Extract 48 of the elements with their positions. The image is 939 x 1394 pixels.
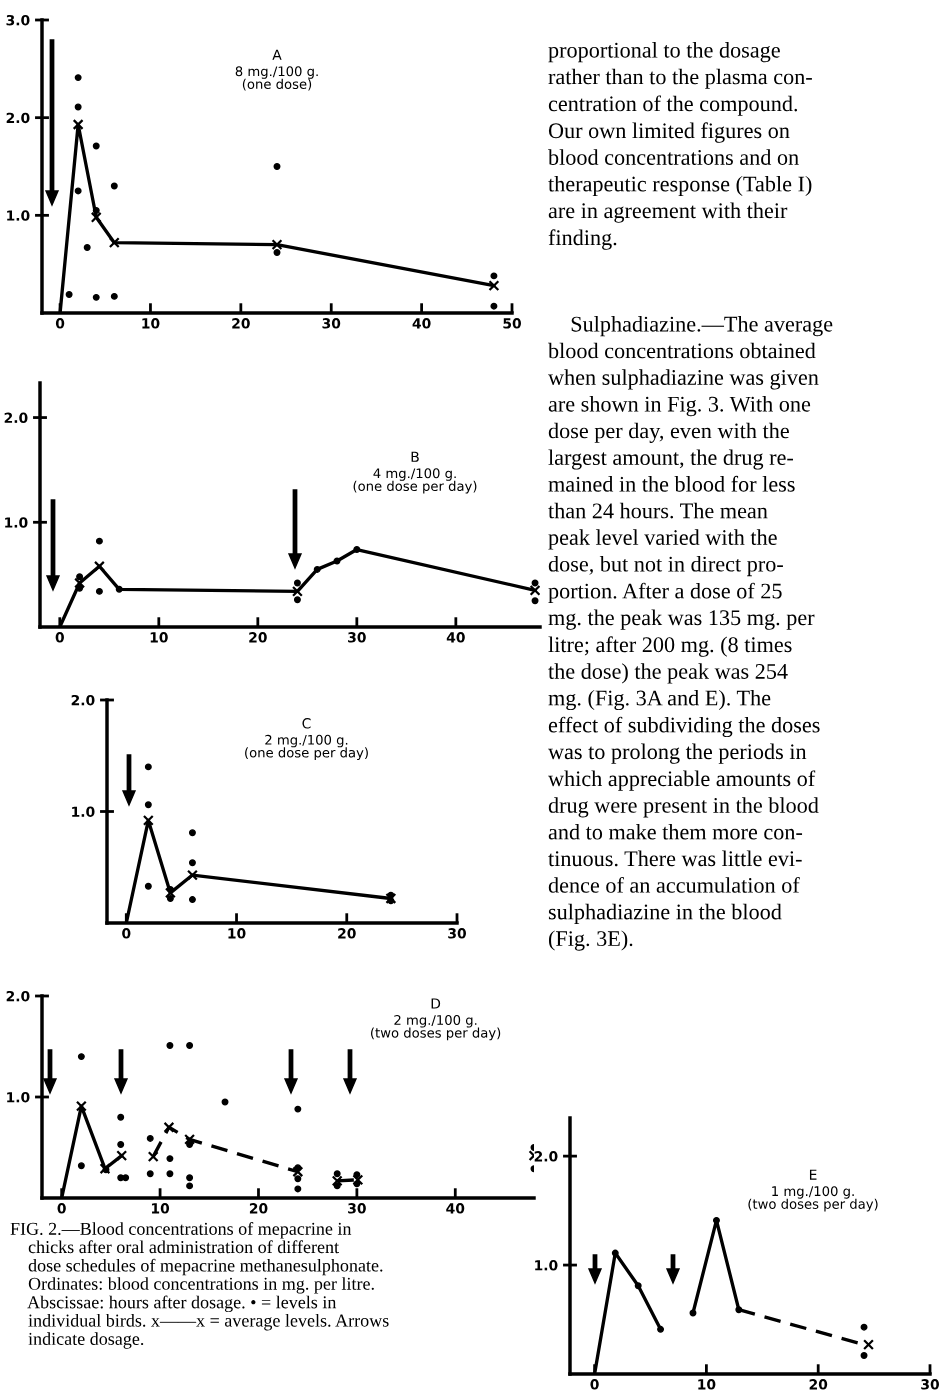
y-tick-label: 2.0	[6, 990, 30, 1002]
x-tick-label: 0	[57, 1203, 66, 1214]
y-tick-label: 2.0	[6, 112, 30, 124]
y-tick-label: 1.0	[72, 806, 95, 817]
x-tick-label: 40	[446, 632, 465, 643]
text: 1 mg./100 g. (two doses per day)	[748, 1186, 878, 1212]
text: Sulphadiazine.—The average blood concentrations obtained when sulphadiazine was given are shown in Fig. 3. With one dose per day, even with the largest amount, the drug re- mained in the blood for less than 24 hours. The mean peak level varied with the dose, but not in direct pro- portion. After a dose of 25 mg. the peak was 135 mg. per litre; after 200 mg. (8 times the dose) the peak was 254 mg. (Fig. 3A and E). The effect of subdividing the doses was to prolong the periods in which appreciable amounts of drug were present in the blood and to make them more con- tinuous. There was little evi- dence of an accumulation of sulphadiazine in the blood (Fig. 3E).	[548, 316, 833, 951]
x-tick-label: 0	[590, 1379, 599, 1390]
x-tick-label: 10	[698, 1379, 716, 1390]
text: 2 mg./100 g. (one dose per day)	[245, 734, 368, 761]
text: B	[411, 451, 419, 462]
text: C	[302, 718, 311, 729]
text: A	[272, 49, 282, 60]
x-tick-label: 10	[228, 928, 246, 939]
text: 4 mg./100 g. (one dose per day)	[353, 468, 477, 494]
caption: FIG. 2.—Blood concentrations of mepacrine in chicks after oral administration of different dose schedules of mepacrine methanesulphonate. Ordinates: blood concentrations in mg. per litre. Abscissae: hours after dosage. • = levels in individual birds. x——x = average levels. Arrows indicate dosage.	[10, 1222, 389, 1349]
x-tick-label: 10	[151, 1203, 170, 1214]
chart-title: D	[431, 998, 441, 1009]
x-tick-label: 20	[232, 318, 250, 329]
y-tick-label: 1.0	[535, 1260, 558, 1271]
x-tick-label: 40	[412, 318, 431, 329]
y-tick-label: 2.0	[4, 412, 28, 424]
x-tick-label: 30	[348, 632, 366, 643]
y-tick-label: 1.0	[7, 1091, 30, 1103]
x-tick-label: 30	[348, 1203, 366, 1214]
x-tick-label: 30	[921, 1379, 939, 1390]
x-tick-label: 50	[503, 318, 521, 329]
text: proportional to the dosage rather than to the plasma con- centration of the compound. Our own limited figures on blood concentrations and on therapeutic response (Table I) are in agreement with their finding.	[548, 42, 812, 250]
x-tick-label: 0	[122, 928, 131, 939]
x-tick-label: 30	[322, 318, 341, 329]
x-tick-label: 20	[809, 1379, 828, 1390]
x-tick-label: 0	[55, 318, 65, 329]
y-tick-label: 2.0	[534, 1151, 558, 1162]
x-tick-label: 30	[448, 928, 466, 939]
text: 8 mg./100 g. (one dose)	[235, 66, 318, 91]
x-tick-label: 20	[338, 928, 356, 939]
y-tick-label: 3.0	[6, 14, 30, 26]
x-tick-label: 40	[446, 1203, 465, 1214]
x-tick-label: 10	[142, 318, 160, 329]
y-tick-label: 1.0	[5, 517, 28, 528]
y-tick-label: 1.0	[7, 210, 30, 221]
text: 2 mg./100 g. (two doses per day)	[371, 1014, 501, 1041]
x-tick-label: 20	[249, 1203, 268, 1214]
text: E	[809, 1169, 817, 1180]
y-tick-label: 2.0	[71, 694, 95, 706]
x-tick-label: 10	[150, 632, 168, 643]
x-tick-label: 20	[249, 632, 267, 643]
x-tick-label: 0	[55, 632, 64, 643]
